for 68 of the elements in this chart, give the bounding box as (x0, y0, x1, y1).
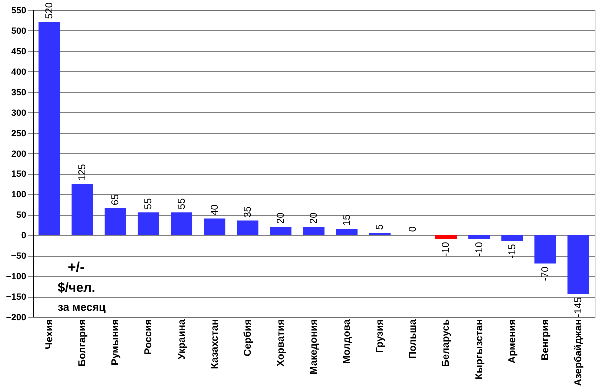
data-label: 35 (242, 206, 254, 218)
y-tick-label: −50 (11, 251, 26, 262)
bar (104, 208, 126, 236)
data-label: -10 (441, 242, 452, 257)
data-label: -10 (474, 242, 486, 257)
data-label: 20 (276, 212, 287, 224)
y-tick-label: 250 (11, 128, 26, 138)
y-tick-label: 350 (11, 87, 26, 98)
data-label: 40 (210, 204, 221, 216)
data-label: 55 (176, 198, 188, 210)
bar (171, 212, 193, 236)
data-label: -145 (573, 297, 584, 318)
x-tick-label: Македония (309, 319, 320, 375)
y-tick-label: −100 (6, 272, 26, 282)
bar (204, 218, 226, 236)
bar (72, 184, 94, 236)
x-tick-label: Грузия (375, 319, 386, 354)
data-label: 520 (44, 2, 56, 20)
y-tick-label: 300 (11, 108, 26, 118)
x-tick-label: Казахстан (210, 320, 221, 370)
data-label: 65 (110, 194, 122, 206)
y-tick-label: 0 (21, 230, 26, 241)
x-tick-label: Кыргызстан (474, 320, 486, 380)
x-tick-label: Венгрия (540, 319, 552, 361)
x-tick-label: Румыния (110, 319, 122, 366)
bar (568, 235, 590, 294)
x-tick-label: Россия (144, 319, 155, 356)
data-label: -15 (507, 244, 518, 259)
annotation: $/чел. (58, 280, 96, 295)
x-tick-label: Беларусь (441, 320, 452, 368)
y-tick-label: 400 (11, 66, 26, 77)
bar (336, 228, 358, 236)
x-tick-label: Азербайджан (573, 320, 584, 386)
bar (270, 226, 292, 236)
y-tick-label: 150 (11, 169, 26, 180)
x-tick-label: Сербия (242, 319, 254, 357)
annotation: за месяц (58, 302, 106, 314)
y-tick-label: 450 (11, 46, 26, 56)
bar (138, 212, 160, 236)
bar (435, 235, 457, 240)
y-tick-label: −150 (6, 292, 26, 302)
y-tick-label: 550 (11, 6, 26, 16)
bar (303, 226, 325, 236)
y-tick-label: 200 (11, 148, 26, 159)
x-tick-label: Молдова (342, 319, 354, 364)
x-tick-label: Чехия (44, 319, 56, 350)
data-label: 55 (144, 198, 155, 210)
data-label: 5 (375, 224, 386, 230)
data-label: 15 (342, 214, 354, 226)
y-tick-label: 500 (11, 26, 26, 36)
bar (534, 235, 556, 264)
y-tick-label: 100 (11, 190, 26, 200)
bar (38, 22, 60, 236)
y-tick-label: 50 (16, 210, 26, 220)
bar (468, 235, 490, 240)
x-tick-label: Украина (176, 319, 188, 360)
bar (502, 235, 524, 242)
x-tick-label: Армения (507, 319, 518, 364)
data-label: 0 (408, 226, 420, 232)
data-label: -70 (540, 266, 552, 282)
bar (237, 220, 259, 236)
annotation: +/- (68, 259, 86, 275)
x-tick-label: Польша (408, 319, 420, 359)
data-label: 20 (309, 212, 320, 224)
x-tick-label: Болгария (78, 319, 89, 367)
data-label: 125 (78, 164, 89, 181)
y-tick-label: −200 (6, 312, 26, 322)
x-tick-label: Хорватия (276, 319, 287, 367)
